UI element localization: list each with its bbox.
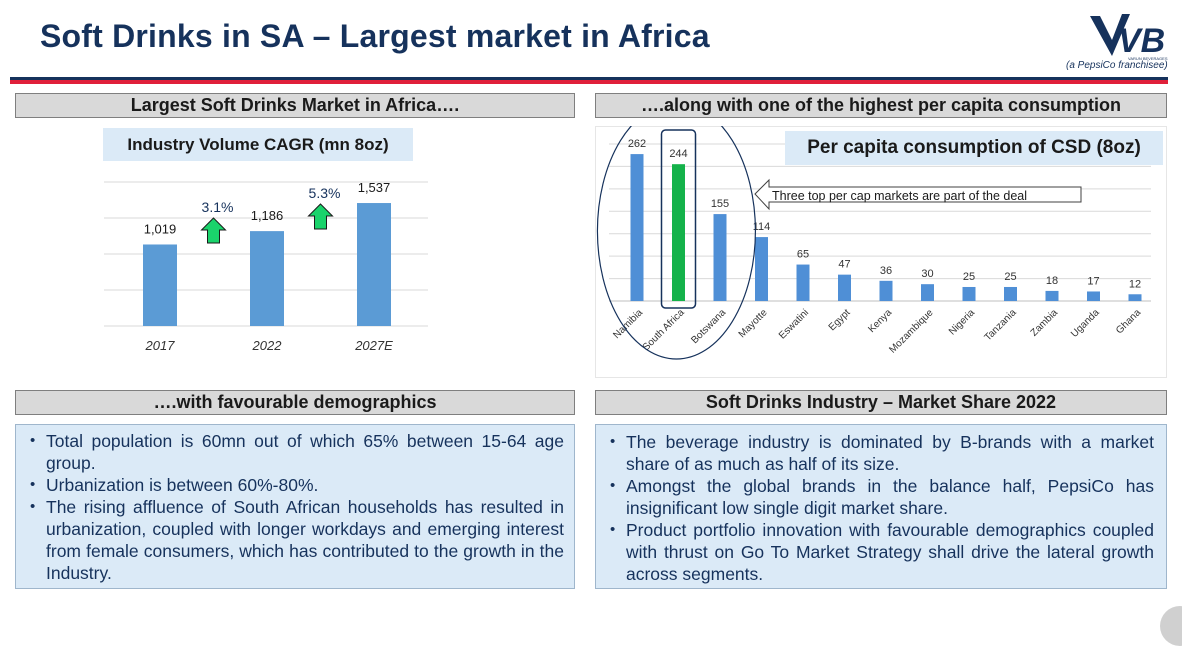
bar-nigeria	[962, 286, 976, 301]
bar-value-label: 30	[921, 268, 933, 280]
cagr-up-arrow-icon	[200, 217, 227, 244]
header-demographics: ….with favourable demographics	[15, 390, 575, 415]
bar-value-label: 17	[1087, 275, 1099, 287]
bar-value-label: 65	[797, 249, 809, 261]
x-tick-label: Mayotte	[737, 307, 770, 340]
bar-2022	[250, 231, 284, 326]
bar-value-label: 244	[669, 148, 687, 160]
demographics-panel: Total population is 60mn out of which 65…	[15, 424, 575, 589]
bar-value-label: 18	[1046, 275, 1058, 287]
logo-small-text: VARUN BEVERAGES	[1128, 56, 1168, 61]
x-tick-label: 2022	[252, 338, 283, 353]
market-share-bullet: The beverage industry is dominated by B-…	[602, 431, 1154, 475]
header-market-share: Soft Drinks Industry – Market Share 2022	[595, 390, 1167, 415]
bar-value-label: 114	[753, 221, 771, 233]
callout-arrow-icon	[754, 178, 1082, 211]
title-rule-blue	[10, 77, 1168, 80]
bar-namibia	[630, 154, 644, 301]
cagr-label: 3.1%	[202, 199, 234, 215]
bar-value-label: 1,186	[251, 208, 284, 223]
x-tick-label: South Africa	[641, 307, 687, 353]
bar-kenya	[879, 280, 893, 301]
logo-subtitle: (a PepsiCo franchisee)	[1066, 60, 1168, 71]
cagr-up-arrow-icon	[307, 203, 334, 230]
demographics-bullet: Urbanization is between 60%-80%.	[22, 474, 564, 496]
logo-swoosh	[1090, 14, 1130, 56]
x-tick-label: Eswatini	[777, 307, 811, 341]
title-rule-red	[10, 80, 1168, 84]
bar-tanzania	[1004, 286, 1017, 301]
per-capita-chart-title: Per capita consumption of CSD (8oz)	[785, 131, 1163, 165]
cagr-chart: 1,019 2017 1,186 2022 1,537 2027E 3.1% 5.3%	[104, 180, 428, 353]
x-tick-label: Ghana	[1114, 307, 1143, 336]
bar-botswana	[713, 214, 727, 301]
bar-2027E	[357, 203, 391, 326]
bar-mozambique	[921, 284, 934, 301]
page-corner-decoration	[1160, 606, 1182, 646]
x-tick-label: 2017	[145, 338, 176, 353]
bar-mayotte	[755, 237, 768, 301]
bar-value-label: 262	[628, 138, 646, 150]
logo-text: VB	[1118, 22, 1165, 60]
bar-value-label: 1,019	[144, 221, 177, 236]
south-africa-highlight-box	[660, 129, 697, 309]
top-markets-ellipse	[596, 126, 757, 360]
demographics-bullet: Total population is 60mn out of which 65…	[22, 430, 564, 474]
bar-zambia	[1045, 290, 1059, 301]
per-capita-chart-box	[595, 126, 1167, 378]
bar-eswatini	[796, 264, 810, 301]
x-tick-label: Zambia	[1029, 307, 1061, 339]
header-largest-market: Largest Soft Drinks Market in Africa….	[15, 93, 575, 118]
vb-logo: VB VARUN BEVERAGES	[1090, 14, 1168, 61]
demographics-bullet: The rising affluence of South African ho…	[22, 496, 564, 584]
x-tick-label: Botswana	[689, 307, 728, 346]
callout-text: Three top per cap markets are part of th…	[772, 189, 1027, 203]
bar-south-africa	[672, 164, 685, 301]
bar-value-label: 25	[963, 271, 975, 283]
bar-value-label: 1,537	[358, 180, 391, 195]
x-tick-label: Mozambique	[887, 307, 936, 356]
x-tick-label: Nigeria	[947, 307, 977, 337]
x-tick-label: Tanzania	[983, 307, 1019, 343]
x-tick-label: Kenya	[866, 307, 894, 335]
market-share-list: The beverage industry is dominated by B-…	[602, 431, 1154, 585]
cagr-label: 5.3%	[309, 185, 341, 201]
bar-value-label: 36	[880, 265, 892, 277]
bar-uganda	[1087, 291, 1100, 301]
bar-value-label: 25	[1004, 271, 1016, 283]
market-share-panel: The beverage industry is dominated by B-…	[595, 424, 1167, 589]
cagr-chart-title: Industry Volume CAGR (mn 8oz)	[103, 128, 413, 161]
x-tick-label: Uganda	[1069, 307, 1102, 340]
market-share-bullet: Amongst the global brands in the balance…	[602, 475, 1154, 519]
bar-2017	[143, 244, 177, 326]
header-per-capita: ….along with one of the highest per capi…	[595, 93, 1167, 118]
market-share-bullet: Product portfolio innovation with favour…	[602, 519, 1154, 585]
x-tick-label: Egypt	[827, 307, 853, 333]
x-tick-label: Namibia	[611, 307, 645, 341]
x-tick-label: 2027E	[354, 338, 393, 353]
per-capita-chart: 262 Namibia 244 South Africa 155 Botswana 114 M…	[596, 126, 1151, 360]
bar-ghana	[1128, 294, 1142, 301]
bar-value-label: 155	[711, 198, 729, 210]
demographics-list: Total population is 60mn out of which 65…	[22, 430, 564, 584]
page-title: Soft Drinks in SA – Largest market in Af…	[40, 18, 710, 54]
bar-value-label: 12	[1129, 278, 1141, 290]
bar-value-label: 47	[838, 259, 850, 271]
bar-egypt	[838, 274, 851, 301]
